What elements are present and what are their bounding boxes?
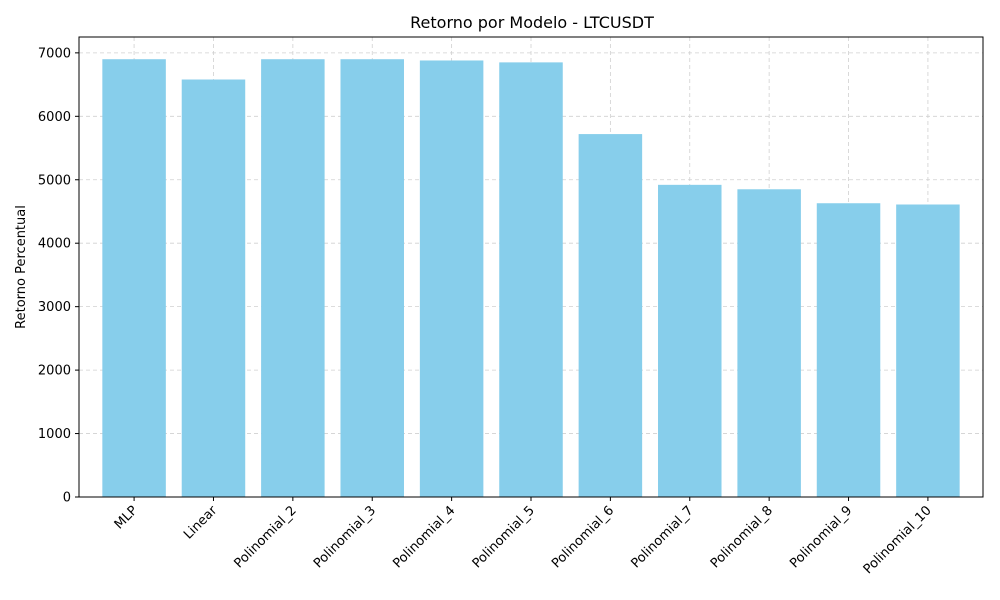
bar-mlp — [102, 59, 166, 497]
y-tick-label: 7000 — [38, 46, 71, 61]
x-tick-label: Polinomial_5 — [470, 503, 538, 571]
bar-polinomial_4 — [419, 60, 484, 497]
bar-polinomial_9 — [816, 203, 881, 497]
bar-linear — [181, 79, 246, 497]
x-tick-label: Polinomial_10 — [861, 503, 935, 577]
y-tick-label: 5000 — [38, 173, 71, 188]
x-tick-label: Polinomial_8 — [708, 503, 776, 571]
x-tick-label: Polinomial_2 — [232, 503, 300, 571]
x-tick-label: Linear — [181, 503, 221, 543]
bar-polinomial_6 — [578, 134, 643, 497]
chart-title: Retorno por Modelo - LTCUSDT — [410, 13, 654, 32]
y-tick-label: 6000 — [38, 110, 71, 125]
bar-polinomial_2 — [261, 59, 325, 497]
bar-polinomial_5 — [499, 62, 563, 498]
bar-polinomial_7 — [658, 184, 722, 498]
x-tick-label: Polinomial_4 — [390, 503, 458, 571]
y-tick-label: 1000 — [38, 427, 71, 442]
y-tick-label: 2000 — [38, 364, 71, 379]
x-tick-label: Polinomial_7 — [628, 503, 696, 571]
bar-polinomial_8 — [737, 189, 801, 497]
x-tick-label: MLP — [112, 503, 141, 532]
bar-polinomial_3 — [340, 59, 404, 497]
bars — [102, 59, 960, 498]
y-ticks: 0 1000 2000 3000 4000 5000 6000 7000 — [38, 46, 79, 506]
bar-polinomial_10 — [896, 204, 960, 497]
y-axis-label: Retorno Percentual — [14, 205, 29, 329]
x-tick-label: Polinomial_6 — [549, 503, 617, 571]
x-tick-label: Polinomial_3 — [311, 503, 379, 571]
y-tick-label: 4000 — [38, 237, 71, 252]
y-tick-label: 3000 — [38, 300, 71, 315]
x-ticks: MLP Linear Polinomial_2 Polinomial_3 Polinom… — [112, 497, 935, 577]
x-tick-label: Polinomial_9 — [787, 503, 855, 571]
y-tick-label: 0 — [63, 491, 71, 506]
